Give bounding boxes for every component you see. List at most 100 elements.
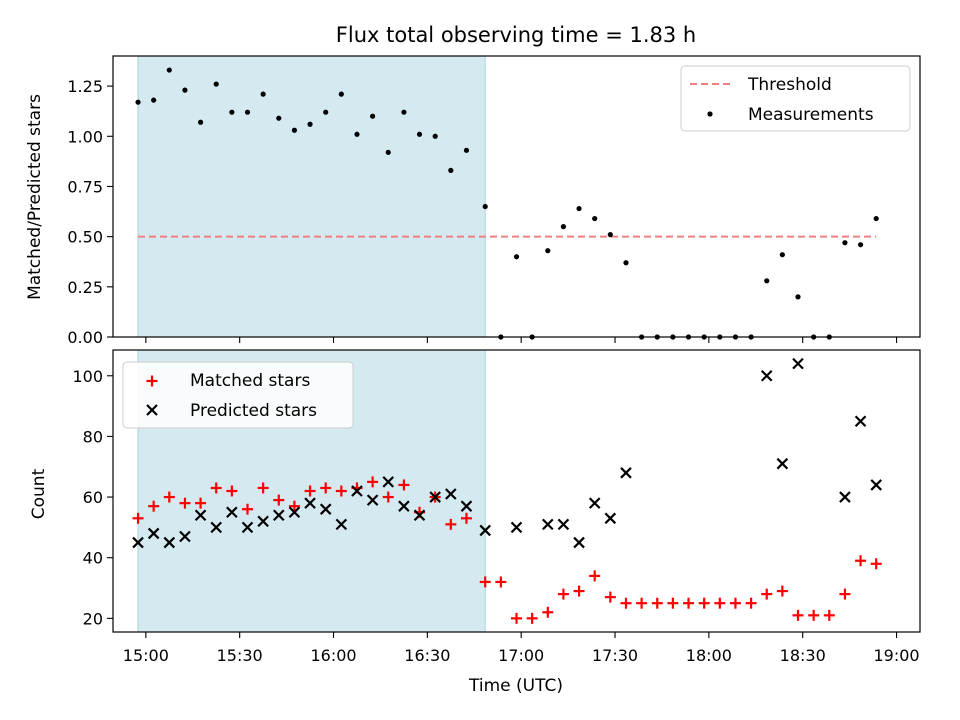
predicted-star-point xyxy=(870,479,882,491)
measurement-point xyxy=(463,147,470,153)
legend-predicted-label: Predicted stars xyxy=(190,401,317,421)
cross-b xyxy=(146,404,158,416)
matched-star-point xyxy=(683,597,695,609)
measurement-point xyxy=(338,91,344,97)
observing-window-shade-top xyxy=(137,55,486,338)
cross-b xyxy=(460,500,473,512)
cross-b xyxy=(760,369,773,382)
measurement-point xyxy=(182,87,188,93)
count-points xyxy=(132,357,882,624)
predicted-star-point xyxy=(620,467,632,479)
count-y-axis-label: Count xyxy=(29,468,49,519)
matched-star-point xyxy=(320,482,332,494)
cross-b xyxy=(194,509,207,522)
matched-star-point xyxy=(445,518,457,530)
cross-b xyxy=(620,467,632,479)
ratio-legend: Threshold Measurements xyxy=(680,65,911,132)
measurement-point xyxy=(401,109,407,115)
y-tick-label: 0.50 xyxy=(67,228,103,247)
predicted-star-point xyxy=(210,521,222,534)
y-tick-label: 1.25 xyxy=(67,77,103,96)
measurement-point xyxy=(576,205,582,212)
legend-measurement-label: Measurements xyxy=(748,105,874,125)
predicted-star-point xyxy=(573,536,585,549)
cross-b xyxy=(273,509,285,522)
y-tick-label: 0.00 xyxy=(67,328,103,347)
predicted-star-point xyxy=(510,521,523,534)
predicted-star-point xyxy=(479,524,491,537)
matched-star-point xyxy=(479,576,491,588)
cross-b xyxy=(335,518,348,531)
matched-star-point xyxy=(179,497,191,509)
measurement-point xyxy=(197,119,204,125)
predicted-star-point xyxy=(445,488,457,500)
matched-star-point xyxy=(714,597,726,609)
x-tick-label: 16:00 xyxy=(310,646,356,665)
cross-b xyxy=(604,512,617,525)
matched-star-point xyxy=(163,491,175,503)
cross-b xyxy=(366,494,379,506)
measurement-point xyxy=(276,115,282,121)
x-tick-label: 15:00 xyxy=(123,646,169,665)
measurement-point xyxy=(166,67,172,73)
cross-b xyxy=(445,488,457,500)
measurement-point xyxy=(213,81,219,87)
measurement-point xyxy=(623,260,629,266)
cross-b xyxy=(226,506,238,519)
predicted-star-point xyxy=(226,506,238,519)
ratio-plot-ticks: 0.00 0.25 0.50 0.75 1.00 1.25 xyxy=(67,77,898,347)
measurement-point xyxy=(857,242,864,248)
measurement-point xyxy=(151,97,157,103)
matched-star-point xyxy=(557,588,569,600)
cross-b xyxy=(854,415,867,428)
measurement-point xyxy=(560,224,567,230)
matched-star-point xyxy=(620,597,632,609)
matched-star-point xyxy=(776,585,788,597)
predicted-star-point xyxy=(132,536,144,549)
legend-threshold-label: Threshold xyxy=(747,75,832,95)
y-tick-label: 1.00 xyxy=(67,127,103,146)
predicted-star-point xyxy=(413,509,426,522)
matched-star-point xyxy=(367,476,379,488)
matched-star-point xyxy=(729,597,741,609)
matched-star-point xyxy=(604,591,616,603)
predicted-star-point xyxy=(179,530,191,543)
measurement-point xyxy=(307,121,313,127)
matched-star-point xyxy=(304,485,316,497)
matched-star-point xyxy=(839,588,851,600)
predicted-star-point xyxy=(398,500,410,512)
matched-star-point xyxy=(257,482,269,494)
matched-star-point xyxy=(226,485,238,497)
predicted-star-point xyxy=(792,357,804,370)
predicted-star-point xyxy=(257,515,269,528)
measurement-point xyxy=(260,91,266,97)
matched-star-point xyxy=(382,491,394,503)
cross-b xyxy=(588,497,601,509)
predicted-star-point xyxy=(588,497,601,509)
predicted-star-point xyxy=(382,476,395,488)
cross-b xyxy=(870,479,882,491)
matched-star-point xyxy=(808,609,820,621)
x-tick-label: 18:30 xyxy=(780,646,826,665)
measurement-point xyxy=(592,215,598,222)
cross-b xyxy=(179,530,191,543)
predicted-star-point xyxy=(604,512,617,525)
y-tick-label: 60 xyxy=(83,488,103,507)
predicted-star-point xyxy=(839,491,851,503)
x-tick-label: 16:30 xyxy=(404,646,450,665)
measurement-point xyxy=(873,215,879,222)
matched-star-point xyxy=(398,479,410,491)
cross-b xyxy=(398,500,410,512)
measurement-point xyxy=(354,131,360,137)
matched-star-point xyxy=(288,500,300,512)
measurement-point xyxy=(607,232,613,238)
matched-star-point xyxy=(698,597,710,609)
ratio-plot: 0.00 0.25 0.50 0.75 1.00 1.25 Matched/Predict… xyxy=(25,55,921,347)
matched-star-point xyxy=(589,570,601,582)
x-tick-label: 18:00 xyxy=(686,646,732,665)
predicted-star-point xyxy=(542,518,554,531)
cross-b xyxy=(351,485,363,497)
matched-star-point xyxy=(526,612,538,624)
cross-b xyxy=(413,509,426,522)
